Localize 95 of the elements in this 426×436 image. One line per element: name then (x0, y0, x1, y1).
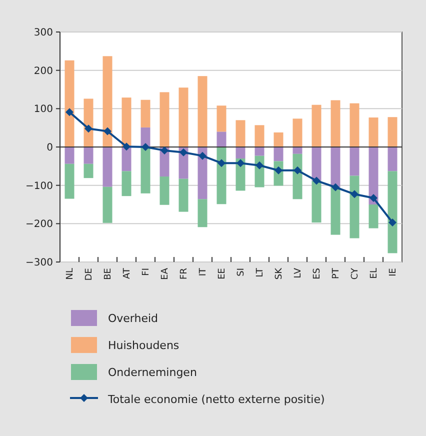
point (142, 143, 150, 151)
bar (64, 60, 74, 147)
x-tick-label: IE (388, 268, 399, 276)
point (198, 152, 206, 160)
y-tick-label: 200 (34, 66, 53, 77)
bar (140, 147, 150, 194)
bar (84, 147, 94, 164)
bar (388, 171, 398, 254)
x-tick-label: LT (256, 268, 266, 278)
x-tick-label: SI (236, 268, 247, 276)
point (256, 161, 264, 170)
bar (388, 147, 398, 172)
bar (160, 176, 170, 205)
bar (312, 104, 322, 147)
bar (312, 180, 322, 223)
bar (178, 178, 188, 212)
legend-label: Totale economie (netto externe positie) (107, 392, 325, 406)
x-tick-label: NL (66, 268, 76, 280)
bar (198, 76, 208, 147)
bar (122, 171, 132, 196)
legend-label: Overheid (108, 312, 158, 325)
bar (122, 98, 132, 147)
point (84, 124, 92, 133)
x-tick-label: EL (370, 268, 380, 279)
bar (122, 147, 132, 172)
x-tick-label: FI (142, 268, 152, 276)
bar (84, 164, 94, 178)
bar (350, 176, 360, 238)
x-tick-label: FR (180, 268, 190, 280)
point (104, 127, 112, 136)
bar (216, 147, 226, 204)
x-tick-label: DE (84, 268, 95, 281)
bar (102, 147, 112, 187)
bar (312, 147, 322, 181)
y-tick-label: 100 (34, 104, 53, 116)
bar (216, 132, 226, 147)
bar (292, 154, 302, 200)
bar (330, 147, 340, 188)
bar (102, 186, 112, 223)
x-tick-label: SK (274, 266, 285, 280)
bar (216, 106, 226, 132)
bar (254, 125, 264, 147)
bar (102, 56, 112, 147)
bar (274, 132, 284, 147)
point (312, 176, 320, 185)
y-tick-label: −200 (26, 219, 53, 230)
bar (368, 147, 378, 204)
legend-label: Ondernemingen (108, 366, 197, 379)
x-tick-label: PT (332, 268, 342, 279)
bar (64, 164, 74, 199)
bar (292, 118, 302, 147)
point (294, 166, 302, 174)
bar (388, 117, 398, 147)
y-tick-label: 0 (46, 142, 53, 154)
point (370, 194, 378, 202)
bar (292, 147, 302, 154)
bar (330, 187, 340, 235)
point (332, 183, 340, 192)
y-tick-label: −300 (26, 258, 53, 268)
y-tick-label: −100 (26, 180, 53, 192)
bar (84, 98, 94, 147)
y-tick-label: 300 (34, 28, 53, 38)
bar (198, 199, 208, 228)
bar (198, 147, 208, 200)
point (218, 159, 226, 168)
bar (64, 147, 74, 164)
bar (236, 147, 246, 158)
x-tick-label: EA (160, 267, 171, 280)
x-tick-label: LV (294, 267, 304, 278)
x-tick-label: EE (218, 268, 228, 280)
bar (368, 204, 378, 228)
x-tick-label: ES (312, 268, 323, 280)
bar (330, 100, 340, 147)
bar (140, 127, 150, 147)
bar (236, 120, 246, 147)
point (180, 148, 188, 156)
bar (350, 147, 360, 176)
legend-label: Huishoudens (108, 338, 180, 352)
point (350, 190, 358, 198)
x-tick-label: IT (198, 268, 209, 276)
x-tick-label: BE (104, 268, 114, 280)
bar (368, 117, 378, 147)
bar (178, 88, 188, 147)
point (388, 218, 396, 227)
point (160, 146, 168, 154)
bar (274, 147, 284, 162)
bar (140, 100, 150, 128)
bar (350, 103, 360, 147)
point (236, 159, 244, 168)
x-tick-label: CY (350, 268, 361, 280)
bar (160, 92, 170, 147)
point (66, 108, 74, 116)
bar (254, 147, 264, 156)
point (122, 142, 130, 151)
x-tick-label: AT (122, 268, 133, 279)
